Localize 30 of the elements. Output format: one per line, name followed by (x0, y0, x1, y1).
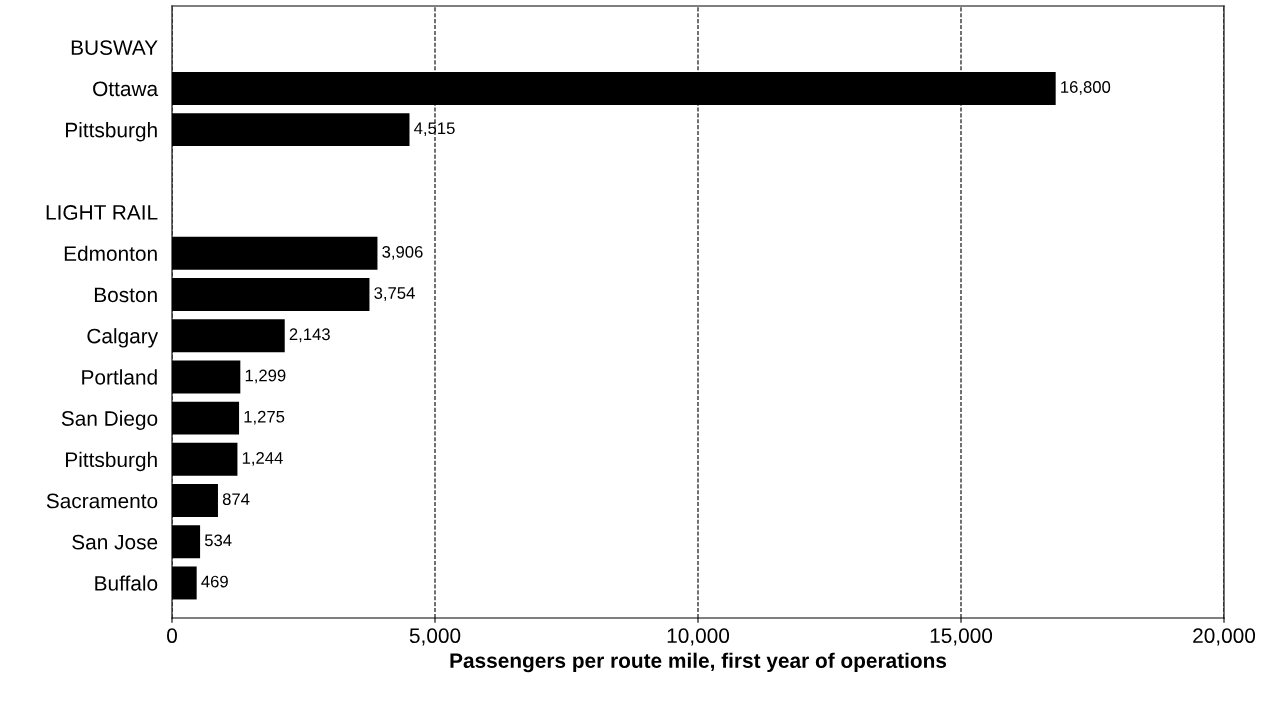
y-tick-label: BUSWAY (71, 40, 158, 55)
y-tick-label: Portland (82, 369, 157, 385)
y-tick-label: Pittsburgh (66, 122, 157, 142)
x-tick-label: 10,000 (667, 628, 730, 646)
data-label: 1,299 (245, 369, 286, 384)
y-tick-label: LIGHT RAIL (46, 205, 158, 220)
y-tick-label: Ottawa (93, 81, 159, 97)
x-tick-label: 20,000 (1193, 628, 1256, 646)
y-tick-label: Pittsburgh (66, 451, 157, 472)
data-label: 1,275 (244, 410, 285, 425)
y-tick-label: Buffalo (95, 575, 158, 591)
data-label: 3,754 (374, 287, 415, 301)
x-tick-label: 15,000 (930, 628, 993, 646)
data-label: 3,906 (382, 245, 423, 260)
data-label: 2,143 (289, 328, 330, 343)
data-label: 4,515 (414, 122, 455, 137)
data-label: 469 (201, 575, 228, 588)
data-label: 1,244 (242, 452, 283, 466)
data-label: 16,800 (1061, 81, 1111, 95)
y-tick-label: San Diego (61, 410, 158, 430)
y-tick-label: Sacramento (46, 493, 158, 509)
y-tick-label: Calgary (87, 328, 159, 348)
data-label: 874 (222, 493, 250, 506)
x-tick-label: 5,000 (409, 628, 461, 646)
data-label: 534 (204, 534, 232, 547)
y-tick-label: Boston (94, 287, 157, 303)
x-tick-label: 0 (167, 628, 177, 644)
y-tick-label: Edmonton (64, 245, 157, 262)
y-tick-label: San Jose (72, 534, 158, 550)
x-axis-title: Passengers per route mile, first year of operations (450, 652, 947, 673)
